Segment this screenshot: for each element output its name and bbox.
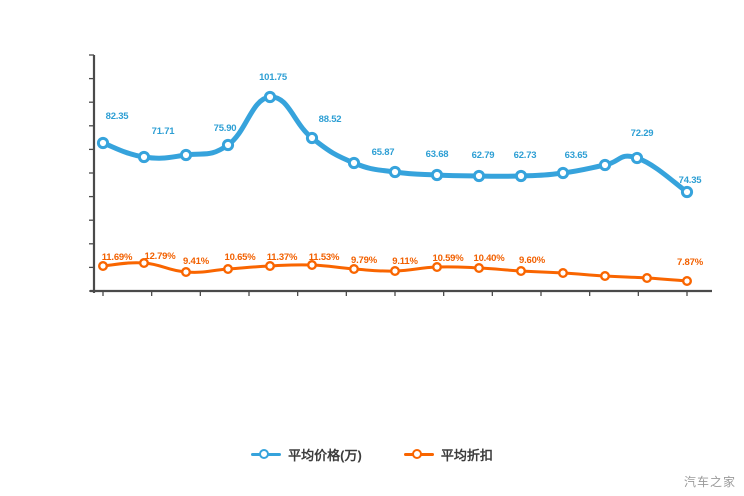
discount-value-label: 11.37% xyxy=(266,252,298,263)
price-data-point[interactable] xyxy=(263,90,277,104)
discount-value-label: 7.87% xyxy=(677,257,703,268)
discount-value-label: 11.69% xyxy=(101,252,133,263)
price-value-label: 71.71 xyxy=(151,126,175,137)
price-data-point[interactable] xyxy=(137,150,151,164)
discount-value-label: 10.40% xyxy=(473,253,505,264)
legend-label-discount: 平均折扣 xyxy=(440,447,493,463)
price-data-point[interactable] xyxy=(680,185,694,199)
discount-value-label: 9.60% xyxy=(519,255,545,266)
chart-legend: 平均价格(万) 平均折扣 xyxy=(0,440,744,468)
discount-data-point[interactable] xyxy=(138,258,149,269)
price-value-label: 62.79 xyxy=(471,150,495,161)
price-data-point[interactable] xyxy=(514,169,528,183)
discount-value-label: 10.59% xyxy=(432,253,464,264)
price-value-label: 63.65 xyxy=(564,150,588,161)
price-data-point[interactable] xyxy=(430,168,444,182)
discount-data-point[interactable] xyxy=(516,266,527,277)
discount-data-point[interactable] xyxy=(600,271,611,282)
discount-data-point[interactable] xyxy=(682,276,693,287)
watermark: 汽车之家 xyxy=(683,475,736,489)
discount-data-point[interactable] xyxy=(307,260,318,271)
discount-value-label: 9.41% xyxy=(183,256,209,267)
price-data-point[interactable] xyxy=(96,136,110,150)
price-data-point[interactable] xyxy=(598,158,612,172)
price-value-label: 75.90 xyxy=(213,123,237,134)
price-data-point[interactable] xyxy=(347,156,361,170)
price-value-label: 101.75 xyxy=(259,72,287,83)
price-value-label: 72.29 xyxy=(630,128,654,139)
legend-label-price: 平均价格(万) xyxy=(288,447,362,463)
discount-data-point[interactable] xyxy=(97,261,108,272)
legend-item-discount[interactable]: 平均折扣 xyxy=(403,445,493,464)
blue-circle-marker-icon xyxy=(251,447,282,461)
series-lines xyxy=(96,90,694,287)
discount-value-label: 9.79% xyxy=(351,255,377,266)
discount-value-label: 12.79% xyxy=(144,251,176,262)
discount-value-label: 11.53% xyxy=(308,252,340,263)
price-data-point[interactable] xyxy=(221,138,235,152)
legend-item-price[interactable]: 平均价格(万) xyxy=(251,445,362,464)
axes xyxy=(89,54,712,296)
price-value-label: 82.35 xyxy=(105,111,129,122)
orange-circle-marker-icon xyxy=(403,447,434,461)
price-value-label: 63.68 xyxy=(425,149,449,160)
discount-data-point[interactable] xyxy=(642,273,653,284)
discount-data-point[interactable] xyxy=(390,266,401,277)
discount-data-point[interactable] xyxy=(474,263,485,274)
discount-data-point[interactable] xyxy=(180,267,191,278)
discount-data-point[interactable] xyxy=(432,262,443,273)
price-data-point[interactable] xyxy=(472,169,486,183)
discount-value-label: 9.11% xyxy=(392,256,418,267)
discount-value-label: 10.65% xyxy=(224,252,256,263)
discount-data-point[interactable] xyxy=(265,261,276,272)
price-value-label: 65.87 xyxy=(371,147,395,158)
price-value-label: 62.73 xyxy=(513,150,537,161)
price-data-point[interactable] xyxy=(179,148,193,162)
discount-data-point[interactable] xyxy=(558,268,569,279)
price-value-label: 88.52 xyxy=(318,114,342,125)
discount-data-point[interactable] xyxy=(222,264,233,275)
price-data-point[interactable] xyxy=(556,166,570,180)
price-data-point[interactable] xyxy=(388,165,402,179)
price-data-point[interactable] xyxy=(305,131,319,145)
price-data-point[interactable] xyxy=(630,151,644,165)
price-value-label: 74.35 xyxy=(678,175,702,186)
discount-data-point[interactable] xyxy=(349,264,360,275)
